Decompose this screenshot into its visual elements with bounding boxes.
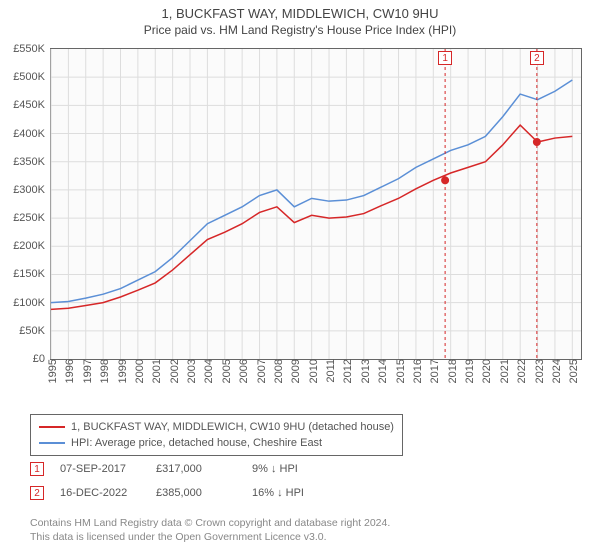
x-axis-label: 2011 <box>321 359 337 383</box>
legend-item-hpi: HPI: Average price, detached house, Ches… <box>39 435 394 451</box>
legend-box: 1, BUCKFAST WAY, MIDDLEWICH, CW10 9HU (d… <box>30 414 403 456</box>
x-axis-label: 2022 <box>512 359 528 383</box>
legend-label-hpi: HPI: Average price, detached house, Ches… <box>71 435 322 451</box>
sale-price: £385,000 <box>156 487 236 499</box>
sale-row: 2 16-DEC-2022 £385,000 16% ↓ HPI <box>30 486 332 500</box>
x-axis-label: 2016 <box>408 359 424 383</box>
y-axis-label: £450K <box>13 99 51 111</box>
footer-text: Contains HM Land Registry data © Crown c… <box>30 516 390 544</box>
x-axis-label: 2015 <box>391 359 407 383</box>
y-axis-label: £400K <box>13 128 51 140</box>
footer-line2: This data is licensed under the Open Gov… <box>30 531 327 543</box>
x-axis-label: 2007 <box>252 359 268 383</box>
sale-date: 07-SEP-2017 <box>60 463 140 475</box>
x-axis-label: 2019 <box>460 359 476 383</box>
x-axis-label: 2003 <box>182 359 198 383</box>
x-axis-label: 1995 <box>43 359 59 383</box>
y-axis-label: £350K <box>13 156 51 168</box>
x-axis-label: 2008 <box>269 359 285 383</box>
x-axis-label: 2025 <box>564 359 580 383</box>
legend-swatch-hpi <box>39 442 65 444</box>
x-axis-label: 2017 <box>425 359 441 383</box>
x-axis-label: 2014 <box>373 359 389 383</box>
legend-label-property: 1, BUCKFAST WAY, MIDDLEWICH, CW10 9HU (d… <box>71 419 394 435</box>
x-axis-label: 2018 <box>443 359 459 383</box>
x-axis-label: 1996 <box>60 359 76 383</box>
x-axis-label: 2005 <box>217 359 233 383</box>
x-axis-label: 2009 <box>286 359 302 383</box>
y-axis-label: £200K <box>13 240 51 252</box>
x-axis-label: 2024 <box>547 359 563 383</box>
x-axis-label: 2001 <box>147 359 163 383</box>
sale-date: 16-DEC-2022 <box>60 487 140 499</box>
y-axis-label: £300K <box>13 184 51 196</box>
x-axis-label: 1997 <box>78 359 94 383</box>
y-axis-label: £100K <box>13 297 51 309</box>
x-axis-label: 2021 <box>495 359 511 383</box>
y-axis-label: £50K <box>19 325 51 337</box>
x-axis-label: 2020 <box>477 359 493 383</box>
sale-marker-flag: 1 <box>438 51 452 65</box>
x-axis-label: 2012 <box>338 359 354 383</box>
sale-marker-flag: 2 <box>530 51 544 65</box>
sale-row: 1 07-SEP-2017 £317,000 9% ↓ HPI <box>30 462 332 476</box>
chart-svg <box>51 49 581 359</box>
legend-swatch-property <box>39 426 65 428</box>
y-axis-label: £150K <box>13 268 51 280</box>
sale-row-marker: 2 <box>30 486 44 500</box>
sale-diff: 9% ↓ HPI <box>252 463 332 475</box>
x-axis-label: 2013 <box>356 359 372 383</box>
sale-row-marker: 1 <box>30 462 44 476</box>
y-axis-label: £550K <box>13 43 51 55</box>
x-axis-label: 1999 <box>113 359 129 383</box>
chart-plot-area: £0£50K£100K£150K£200K£250K£300K£350K£400… <box>50 48 582 360</box>
footer-line1: Contains HM Land Registry data © Crown c… <box>30 517 390 529</box>
x-axis-label: 2023 <box>530 359 546 383</box>
x-axis-label: 2006 <box>234 359 250 383</box>
chart-subtitle: Price paid vs. HM Land Registry's House … <box>0 21 600 41</box>
sale-price: £317,000 <box>156 463 236 475</box>
x-axis-label: 2004 <box>199 359 215 383</box>
y-axis-label: £250K <box>13 212 51 224</box>
chart-title: 1, BUCKFAST WAY, MIDDLEWICH, CW10 9HU <box>0 0 600 21</box>
x-axis-label: 1998 <box>95 359 111 383</box>
x-axis-label: 2010 <box>304 359 320 383</box>
legend-item-property: 1, BUCKFAST WAY, MIDDLEWICH, CW10 9HU (d… <box>39 419 394 435</box>
x-axis-label: 2000 <box>130 359 146 383</box>
x-axis-label: 2002 <box>165 359 181 383</box>
sale-diff: 16% ↓ HPI <box>252 487 332 499</box>
y-axis-label: £500K <box>13 71 51 83</box>
